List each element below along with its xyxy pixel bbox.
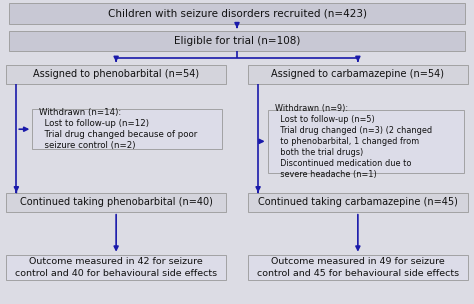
Text: Outcome measured in 42 for seizure
control and 40 for behavioural side effects: Outcome measured in 42 for seizure contr… [15,257,217,278]
FancyBboxPatch shape [267,110,464,172]
Text: Outcome measured in 49 for seizure
control and 45 for behavioural side effects: Outcome measured in 49 for seizure contr… [257,257,459,278]
Text: Withdrawn (n=9):
  Lost to follow-up (n=5)
  Trial drug changed (n=3) (2 changed: Withdrawn (n=9): Lost to follow-up (n=5)… [274,104,432,179]
FancyBboxPatch shape [247,193,468,212]
Text: Children with seizure disorders recruited (n=423): Children with seizure disorders recruite… [108,9,366,19]
FancyBboxPatch shape [6,193,227,212]
Text: Continued taking carbamazepine (n=45): Continued taking carbamazepine (n=45) [258,197,458,207]
FancyBboxPatch shape [6,255,227,280]
Text: Withdrawn (n=14):
  Lost to follow-up (n=12)
  Trial drug changed because of poo: Withdrawn (n=14): Lost to follow-up (n=1… [39,108,198,150]
Text: Continued taking phenobarbital (n=40): Continued taking phenobarbital (n=40) [20,197,212,207]
Text: Assigned to carbamazepine (n=54): Assigned to carbamazepine (n=54) [272,70,444,79]
FancyBboxPatch shape [6,65,227,84]
FancyBboxPatch shape [247,255,468,280]
Text: Eligible for trial (n=108): Eligible for trial (n=108) [174,36,300,46]
FancyBboxPatch shape [32,109,222,149]
FancyBboxPatch shape [247,65,468,84]
FancyBboxPatch shape [9,3,465,24]
FancyBboxPatch shape [9,31,465,51]
Text: Assigned to phenobarbital (n=54): Assigned to phenobarbital (n=54) [33,70,199,79]
